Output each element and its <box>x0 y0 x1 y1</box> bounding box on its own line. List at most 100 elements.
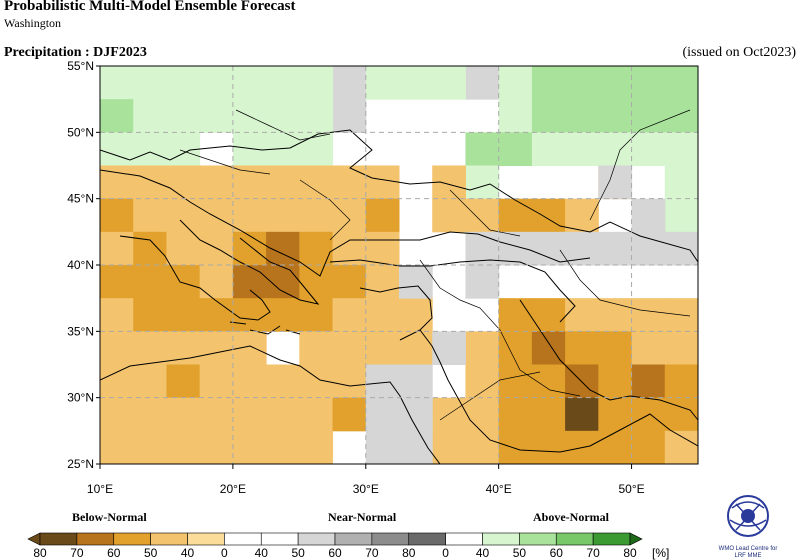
forecast-cell <box>598 165 633 200</box>
colorbar-segment <box>113 532 151 546</box>
forecast-cell <box>465 430 500 464</box>
colorbar-segment <box>519 532 557 546</box>
forecast-cell <box>100 99 134 133</box>
forecast-cell <box>565 99 599 133</box>
forecast-cell <box>498 198 533 233</box>
lat-tick-label: 50°N <box>67 125 94 139</box>
forecast-cell <box>133 364 167 399</box>
forecast-cell <box>498 132 533 166</box>
forecast-cell <box>100 265 134 299</box>
forecast-cell <box>498 331 533 365</box>
colorbar-tick-label: 60 <box>550 546 564 560</box>
forecast-cell <box>531 99 566 133</box>
colorbar-segment <box>592 532 631 546</box>
forecast-cell <box>465 397 500 432</box>
forecast-cell <box>598 364 633 399</box>
forecast-cell <box>465 66 500 100</box>
forecast-cell <box>664 99 698 133</box>
forecast-cell <box>565 298 599 332</box>
chart-title: Probabilistic Multi-Model Ensemble Forec… <box>4 0 296 14</box>
forecast-cell <box>100 66 134 100</box>
colorbar-tick-label: 0 <box>442 546 449 560</box>
forecast-cell <box>631 298 666 332</box>
forecast-cell <box>299 198 334 233</box>
colorbar-segment <box>334 532 373 546</box>
forecast-cell <box>565 198 599 233</box>
forecast-cells <box>100 66 698 464</box>
forecast-cell <box>365 66 400 100</box>
forecast-cell <box>565 331 599 365</box>
forecast-cell <box>199 397 234 432</box>
forecast-cell <box>133 298 167 332</box>
forecast-cell <box>166 331 201 365</box>
forecast-cell <box>432 66 466 100</box>
lon-tick-label: 40°E <box>486 482 512 496</box>
forecast-cell <box>299 231 334 266</box>
forecast-cell <box>232 132 267 166</box>
forecast-cell <box>232 265 267 299</box>
forecast-cell <box>232 99 267 133</box>
forecast-cell <box>664 198 698 233</box>
forecast-cell <box>166 165 201 200</box>
forecast-cell <box>531 132 566 166</box>
forecast-cell <box>166 99 201 133</box>
colorbar-tick-label: 60 <box>328 546 342 560</box>
colorbar-tick-label: 40 <box>181 546 195 560</box>
forecast-cell <box>100 430 134 464</box>
forecast-cell <box>498 298 533 332</box>
forecast-cell <box>133 231 167 266</box>
forecast-cell <box>365 231 400 266</box>
forecast-cell <box>299 331 334 365</box>
forecast-cell <box>232 298 267 332</box>
forecast-cell <box>332 66 367 100</box>
colorbar-tick-label: 70 <box>365 546 379 560</box>
forecast-cell <box>232 66 267 100</box>
forecast-cell <box>631 364 666 399</box>
lat-tick-label: 30°N <box>67 391 94 405</box>
forecast-cell <box>332 364 367 399</box>
lat-tick-label: 40°N <box>67 258 94 272</box>
lat-tick-label: 45°N <box>67 192 94 206</box>
above-normal-label: Above-Normal <box>533 510 609 524</box>
forecast-cell <box>664 231 698 266</box>
forecast-cell <box>166 66 201 100</box>
coastlines <box>100 129 698 464</box>
forecast-cell <box>432 331 466 365</box>
colorbar-segment <box>150 532 188 546</box>
forecast-cell <box>266 99 300 133</box>
colorbar-tick-label: 50 <box>144 546 158 560</box>
forecast-cell <box>465 198 500 233</box>
colorbar-segment <box>224 532 262 546</box>
forecast-cell <box>631 430 666 464</box>
forecast-cell <box>365 331 400 365</box>
forecast-cell <box>531 198 566 233</box>
forecast-cell <box>664 331 698 365</box>
forecast-cell <box>100 364 134 399</box>
forecast-cell <box>598 331 633 365</box>
forecast-cell <box>432 198 466 233</box>
forecast-cell <box>531 298 566 332</box>
forecast-cell <box>166 298 201 332</box>
forecast-cell <box>399 331 433 365</box>
forecast-cell <box>199 331 234 365</box>
colorbar-left-arrow <box>27 532 41 546</box>
forecast-cell <box>133 99 167 133</box>
forecast-cell <box>199 430 234 464</box>
forecast-cell <box>166 265 201 299</box>
lat-tick-label: 25°N <box>67 457 94 471</box>
forecast-cell <box>133 66 167 100</box>
forecast-cell <box>598 99 633 133</box>
colorbar-tick-label: 70 <box>586 546 600 560</box>
forecast-cell <box>664 66 698 100</box>
lon-tick-label: 50°E <box>618 482 644 496</box>
forecast-cell <box>166 364 201 399</box>
forecast-cell <box>299 99 334 133</box>
forecast-cell <box>432 430 466 464</box>
forecast-cell <box>266 397 300 432</box>
lon-tick-label: 30°E <box>353 482 379 496</box>
forecast-cell <box>598 66 633 100</box>
forecast-cell <box>166 231 201 266</box>
forecast-cell <box>199 165 234 200</box>
forecast-cell <box>664 165 698 200</box>
forecast-cell <box>664 364 698 399</box>
